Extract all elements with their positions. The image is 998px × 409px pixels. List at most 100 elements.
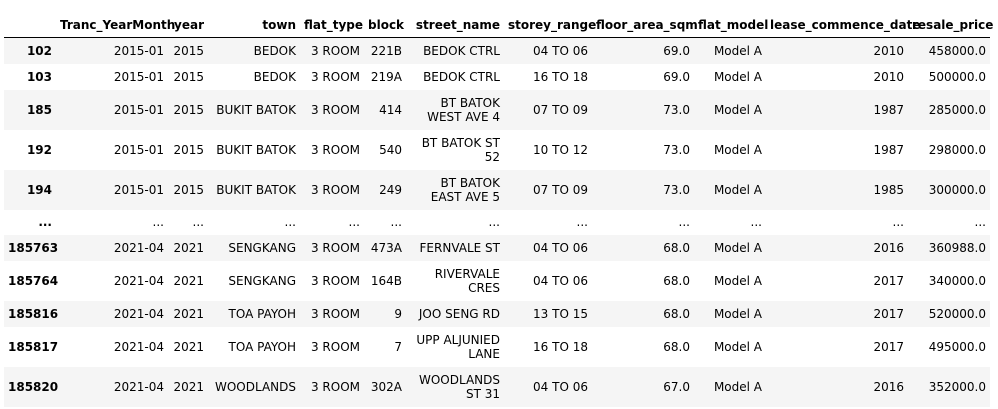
cell-storey-range: 13 TO 15 <box>533 306 588 321</box>
cell-street-name: JOO SENG RD <box>418 306 500 321</box>
cell-street-name: BT BATOK WEST AVE 4 <box>427 95 500 124</box>
cell-year: 2015 <box>173 102 204 117</box>
cell-resale-price: ... <box>974 215 986 229</box>
cell-floor-area: 69.0 <box>663 69 690 84</box>
cell-flat-model: Model A <box>713 339 762 354</box>
row-index: 185 <box>26 102 52 117</box>
row-index: ... <box>38 215 52 229</box>
cell-block: 9 <box>394 306 402 321</box>
cell-flat-model: ... <box>750 215 762 229</box>
cell-town: BUKIT BATOK <box>216 182 296 197</box>
cell-storey-range: 07 TO 09 <box>533 102 588 117</box>
cell-street-name: BEDOK CTRL <box>423 43 500 58</box>
cell-resale-price: 495000.0 <box>928 339 986 354</box>
cell-flat-model: Model A <box>713 69 762 84</box>
cell-street-name: ... <box>488 215 500 229</box>
table-row: 194 2015-01 2015 BUKIT BATOK 3 ROOM 249 … <box>4 169 990 210</box>
table-row: 102 2015-01 2015 BEDOK 3 ROOM 221B BEDOK… <box>4 37 990 64</box>
cell-year-month: ... <box>152 215 164 229</box>
cell-lease-date: 2017 <box>873 306 904 321</box>
cell-year-month: 2015-01 <box>113 142 164 157</box>
cell-town: WOODLANDS <box>215 379 296 394</box>
cell-block: ... <box>390 215 402 229</box>
cell-street-name: UPP ALJUNIED LANE <box>416 332 500 361</box>
cell-flat-type: 3 ROOM <box>310 339 360 354</box>
cell-year-month: 2021-04 <box>113 306 164 321</box>
column-header: storey_range <box>504 13 596 38</box>
row-index: 103 <box>26 69 52 84</box>
cell-street-name: RIVERVALE CRES <box>434 266 500 295</box>
cell-resale-price: 458000.0 <box>928 43 986 58</box>
cell-flat-type: 3 ROOM <box>310 69 360 84</box>
cell-flat-model: Model A <box>713 43 762 58</box>
cell-flat-type: 3 ROOM <box>310 273 360 288</box>
column-header: street_name <box>406 13 504 38</box>
row-index: 185763 <box>8 240 59 255</box>
cell-lease-date: 2016 <box>873 379 904 394</box>
cell-flat-type: 3 ROOM <box>310 182 360 197</box>
cell-floor-area: 73.0 <box>663 182 690 197</box>
cell-flat-type: ... <box>348 215 360 229</box>
cell-storey-range: 16 TO 18 <box>533 339 588 354</box>
cell-town: BEDOK <box>253 69 296 84</box>
table-row: 103 2015-01 2015 BEDOK 3 ROOM 219A BEDOK… <box>4 63 990 90</box>
cell-block: 164B <box>370 273 402 288</box>
column-header: resale_price <box>908 13 993 38</box>
cell-year: 2015 <box>173 43 204 58</box>
column-header: block <box>364 13 406 38</box>
table-row: 185817 2021-04 2021 TOA PAYOH 3 ROOM 7 U… <box>4 326 990 367</box>
cell-resale-price: 300000.0 <box>928 182 986 197</box>
column-header: flat_type <box>300 13 364 38</box>
row-index: 185820 <box>8 379 59 394</box>
table-row: 185 2015-01 2015 BUKIT BATOK 3 ROOM 414 … <box>4 89 990 130</box>
row-index: 102 <box>26 43 52 58</box>
column-header: lease_commence_date <box>766 13 921 38</box>
row-index: 185817 <box>8 339 59 354</box>
table-row: 185816 2021-04 2021 TOA PAYOH 3 ROOM 9 J… <box>4 300 990 327</box>
cell-block: 414 <box>379 102 402 117</box>
column-header: Tranc_YearMonth <box>56 13 175 38</box>
cell-floor-area: 73.0 <box>663 142 690 157</box>
cell-flat-model: Model A <box>713 102 762 117</box>
row-index: 185816 <box>8 306 59 321</box>
ellipsis-row: ... ... ... ... ... ... ... ... ... ... … <box>4 209 990 235</box>
cell-lease-date: 1987 <box>873 102 904 117</box>
cell-year-month: 2015-01 <box>113 69 164 84</box>
cell-year: 2021 <box>173 339 204 354</box>
cell-flat-model: Model A <box>713 379 762 394</box>
cell-year-month: 2021-04 <box>113 379 164 394</box>
cell-block: 473A <box>370 240 402 255</box>
cell-flat-model: Model A <box>713 182 762 197</box>
cell-flat-type: 3 ROOM <box>310 102 360 117</box>
cell-flat-type: 3 ROOM <box>310 306 360 321</box>
table-row: 185763 2021-04 2021 SENGKANG 3 ROOM 473A… <box>4 234 990 261</box>
cell-storey-range: 04 TO 06 <box>533 379 588 394</box>
cell-flat-type: 3 ROOM <box>310 43 360 58</box>
cell-year: 2021 <box>173 273 204 288</box>
header-row: Tranc_YearMonth year town flat_type bloc… <box>4 13 993 38</box>
cell-storey-range: ... <box>576 215 588 229</box>
cell-storey-range: 04 TO 06 <box>533 240 588 255</box>
cell-resale-price: 360988.0 <box>928 240 986 255</box>
cell-year: 2015 <box>173 142 204 157</box>
cell-floor-area: 68.0 <box>663 240 690 255</box>
cell-year: 2021 <box>173 306 204 321</box>
cell-flat-model: Model A <box>713 273 762 288</box>
cell-street-name: FERNVALE ST <box>419 240 500 255</box>
cell-town: ... <box>284 215 296 229</box>
cell-lease-date: 2017 <box>873 339 904 354</box>
cell-street-name: BT BATOK EAST AVE 5 <box>430 175 500 204</box>
cell-year: 2021 <box>173 379 204 394</box>
cell-lease-date: 2016 <box>873 240 904 255</box>
cell-storey-range: 04 TO 06 <box>533 273 588 288</box>
table-row: 192 2015-01 2015 BUKIT BATOK 3 ROOM 540 … <box>4 129 990 170</box>
cell-town: TOA PAYOH <box>228 306 296 321</box>
cell-year-month: 2015-01 <box>113 43 164 58</box>
cell-storey-range: 16 TO 18 <box>533 69 588 84</box>
cell-floor-area: 68.0 <box>663 273 690 288</box>
column-header: flat_model <box>694 13 768 38</box>
cell-lease-date: 1985 <box>873 182 904 197</box>
cell-block: 219A <box>370 69 402 84</box>
cell-flat-type: 3 ROOM <box>310 379 360 394</box>
